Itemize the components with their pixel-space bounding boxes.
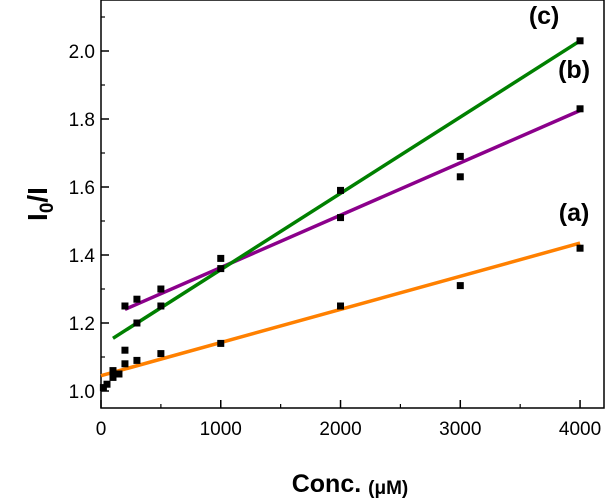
data-point-b — [157, 285, 165, 293]
x-axis-ticks: 0 1000 2000 3000 4000 — [96, 400, 601, 440]
plot-frame-group — [100, 0, 605, 409]
data-point-b — [133, 295, 141, 303]
data-point-c — [217, 265, 225, 273]
data-point-a — [337, 302, 345, 310]
data-point-c — [133, 319, 141, 327]
data-point-a — [103, 380, 111, 388]
data-point-a — [133, 356, 141, 364]
x-axis-title-unit: (μM) — [368, 478, 408, 499]
data-point-a — [576, 244, 584, 252]
data-point-c — [576, 37, 584, 45]
fit-line-b — [124, 108, 581, 312]
y-tick-label: 2.0 — [69, 42, 95, 63]
fit-line-c — [112, 39, 581, 340]
data-point-c — [456, 152, 464, 160]
data-point-b — [576, 105, 584, 113]
data-point-c — [157, 302, 165, 310]
data-point-a — [115, 370, 123, 378]
x-tick-label: 4000 — [559, 419, 601, 440]
series-label-b: (b) — [558, 56, 590, 84]
fit-lines — [100, 39, 581, 378]
data-point-a — [109, 373, 117, 381]
data-point-c — [121, 346, 129, 354]
data-point-c — [109, 367, 117, 375]
data-point-c — [337, 186, 345, 194]
x-axis-title: Conc. (μM) — [292, 470, 409, 499]
y-tick-label: 1.8 — [69, 110, 95, 131]
data-point-a — [157, 350, 165, 358]
data-point-b — [121, 302, 129, 310]
x-tick-label: 0 — [96, 419, 107, 440]
x-tick-label: 2000 — [319, 419, 361, 440]
data-point-a — [121, 360, 129, 368]
series-label-a: (a) — [559, 199, 590, 227]
data-point-b — [337, 214, 345, 222]
data-point-b — [217, 254, 225, 262]
data-point-b — [456, 173, 464, 181]
x-tick-label: 3000 — [439, 419, 481, 440]
y-tick-label: 1.6 — [69, 178, 95, 199]
y-axis-title-subscript: 0 — [37, 203, 58, 214]
data-point-a — [456, 282, 464, 290]
y-tick-label: 1.4 — [69, 246, 96, 267]
data-point-a — [217, 339, 225, 347]
x-axis-title-main: Conc. — [292, 470, 368, 498]
plot-frame — [100, 0, 605, 409]
series-label-c: (c) — [529, 2, 560, 30]
y-axis-title-tail: /I — [22, 187, 53, 203]
y-tick-label: 1.0 — [69, 382, 95, 403]
series-labels: (a) (b) (c) — [529, 2, 590, 227]
y-tick-label: 1.2 — [69, 314, 95, 335]
y-axis-title-main: I — [22, 213, 53, 221]
y-axis-title: I0/I — [22, 187, 58, 221]
data-point-a — [99, 384, 107, 392]
x-tick-label: 1000 — [200, 419, 242, 440]
data-points — [99, 37, 584, 392]
y-axis-ticks: 1.0 1.2 1.4 1.6 1.8 2.0 — [69, 16, 109, 403]
